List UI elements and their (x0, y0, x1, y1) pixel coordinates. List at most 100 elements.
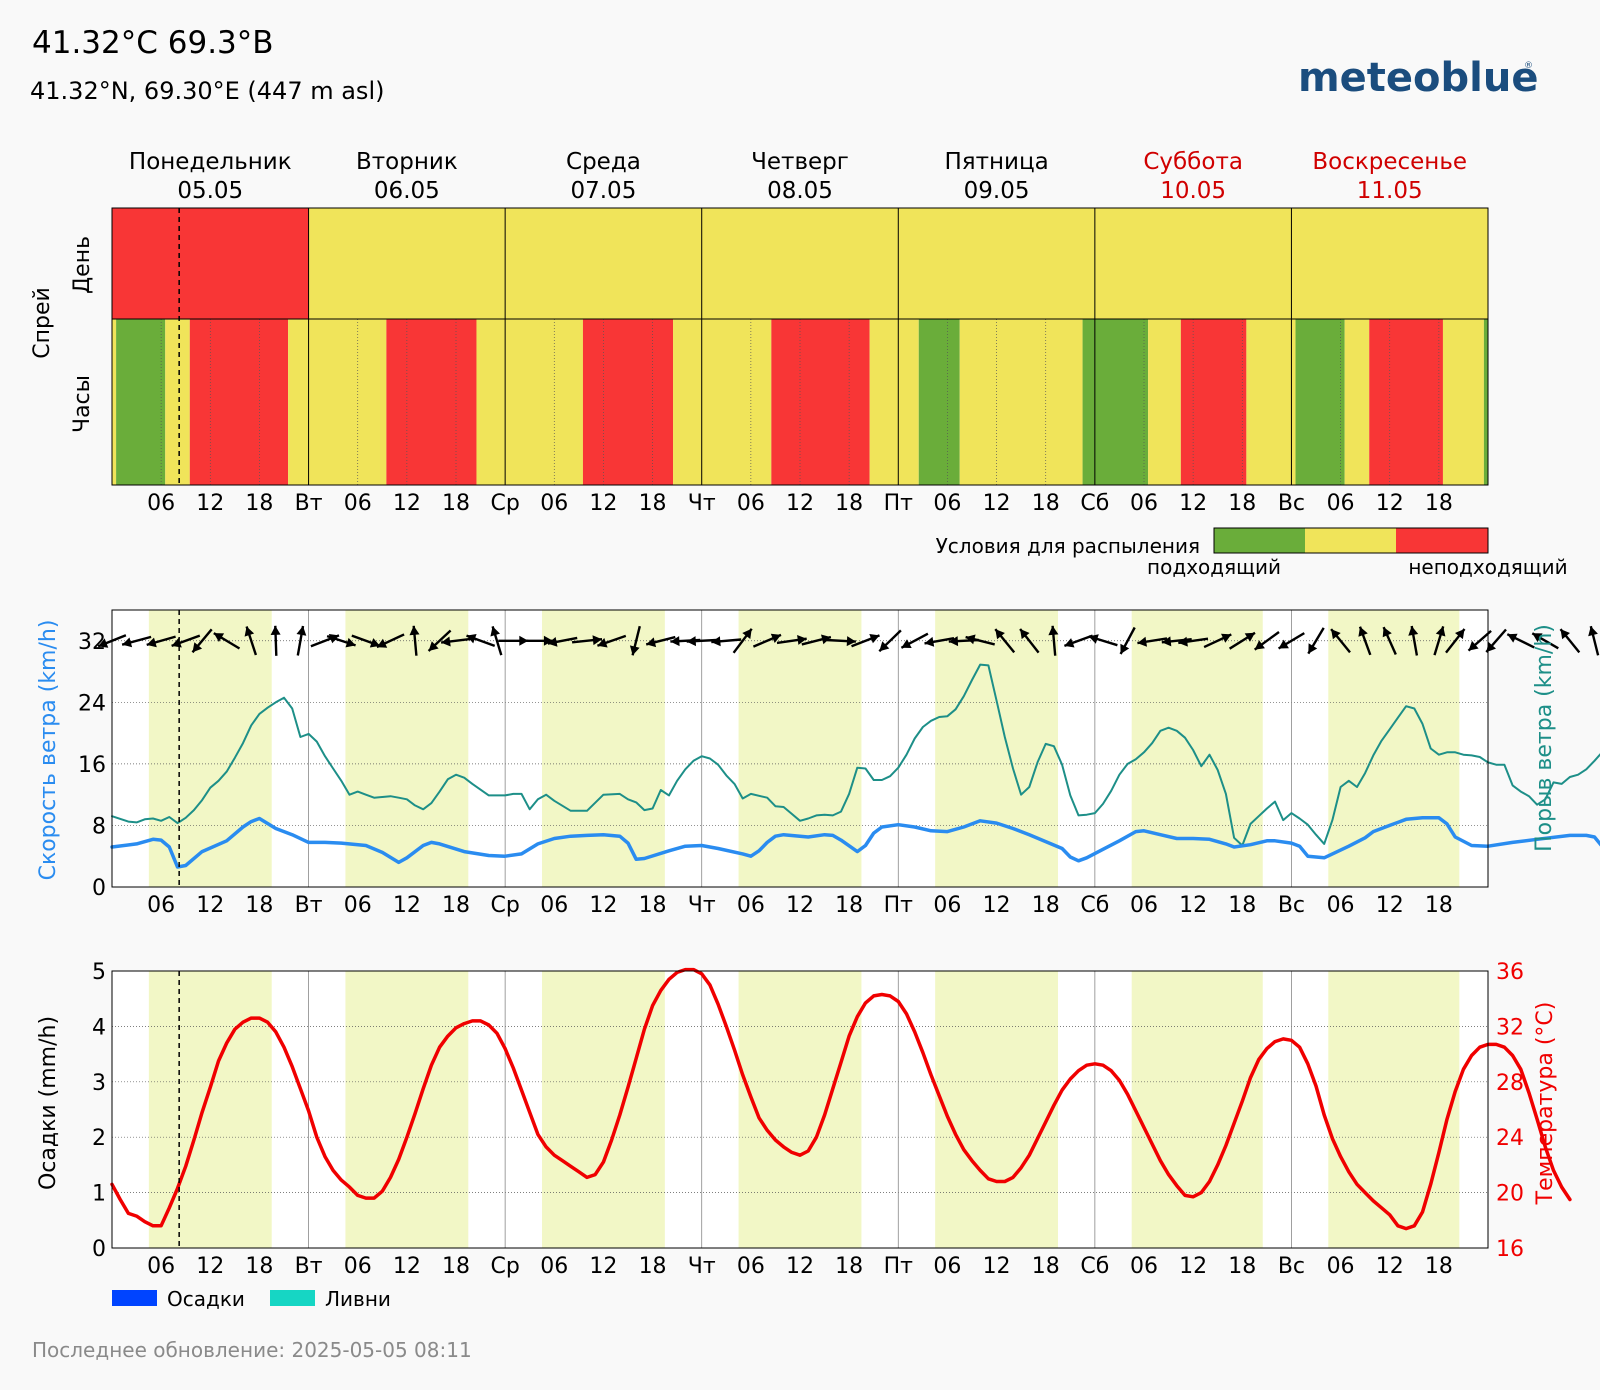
spray-hour-segment (1344, 319, 1370, 485)
wind-panel: 0 8 16 24 32 06 12 18 Вт 06 12 18 Ср 06 12 18 Чт 06 12 18 Пт… (78, 609, 1600, 918)
y-tick-label: 0 (92, 876, 106, 901)
x-tick-day-2: Ср (490, 1254, 519, 1279)
y-tick-label: 24 (78, 691, 106, 716)
spray-hour-segment (1082, 319, 1149, 485)
wind-arrow-head (995, 629, 1005, 640)
spray-hour-segment (165, 319, 190, 485)
x-tick-hour: 12 (1179, 1254, 1207, 1279)
wind-direction-arrow (900, 632, 929, 649)
x-tick-hour: 12 (196, 491, 224, 516)
x-tick-hour: 18 (1425, 491, 1453, 516)
wind-direction-arrow (1253, 631, 1280, 651)
wind-arrow-head (296, 626, 307, 636)
day-header-date: 08.05 (767, 178, 833, 204)
spray-hour-row-label: Часы (70, 375, 95, 433)
x-tick-day-6: Вс (1278, 893, 1305, 918)
wind-direction-arrow (244, 626, 258, 656)
day-header-date: 10.05 (1160, 178, 1226, 204)
x-tick-day-4: Пт (884, 1254, 914, 1279)
y-right-tick-label: 28 (1496, 1071, 1524, 1096)
wind-arrow-head (1455, 629, 1465, 640)
day-header-name: Воскресенье (1312, 149, 1467, 175)
wind-direction-arrow (427, 629, 452, 652)
wind-direction-arrow (965, 634, 995, 646)
wind-direction-arrow (1445, 628, 1466, 654)
spray-legend-frame (1213, 527, 1489, 554)
wind-arrow-head (1278, 639, 1289, 649)
x-tick-day-2: Ср (490, 491, 519, 516)
wind-direction-arrow (1531, 632, 1559, 650)
wind-direction-arrow (326, 634, 356, 648)
wind-direction-arrow (1178, 636, 1209, 647)
wind-direction-arrow (270, 625, 281, 656)
wind-arrow-head (1020, 629, 1030, 640)
wind-direction-arrow (994, 628, 1016, 654)
legend-showers-label: Ливни (325, 1287, 391, 1311)
wind-arrow-head (1178, 636, 1188, 647)
wind-direction-arrow (1588, 625, 1600, 656)
wind-arrow-head (490, 626, 500, 637)
wind-direction-arrow (1307, 627, 1325, 655)
spray-hour-segment (869, 319, 919, 485)
wind-direction-arrow (1382, 626, 1397, 655)
wind-arrow-head (711, 636, 721, 647)
wind-arrow-head (597, 638, 608, 648)
wind-direction-arrow (1559, 628, 1581, 654)
x-tick-hour: 18 (245, 893, 273, 918)
wind-direction-arrow (547, 636, 578, 647)
wind-arrow-head (376, 638, 388, 648)
wind-direction-arrow (645, 635, 676, 648)
wind-arrow-head (441, 636, 451, 647)
x-tick-day-6: Вс (1278, 491, 1305, 516)
daylight-band (1131, 971, 1263, 1248)
x-tick-hour: 12 (589, 491, 617, 516)
x-tick-hour: 06 (737, 893, 765, 918)
x-tick-hour: 06 (344, 1254, 372, 1279)
spray-hour-segment (771, 319, 870, 485)
x-tick-hour: 06 (1327, 491, 1355, 516)
wind-arrow-head (670, 636, 680, 647)
wind-direction-arrow (1063, 634, 1094, 648)
x-tick-day-5: Сб (1080, 491, 1109, 516)
x-tick-hour: 12 (983, 893, 1011, 918)
wind-arrow-head (409, 625, 420, 636)
wind-arrow-head (244, 626, 255, 637)
wind-direction-arrow (878, 629, 902, 653)
x-tick-day-3: Чт (688, 893, 716, 918)
wind-direction-arrow (466, 634, 496, 648)
wind-arrow-head (1507, 633, 1518, 643)
spray-legend-high-label: неподходящий (1408, 555, 1567, 579)
wind-direction-arrow (171, 634, 201, 648)
wind-arrow-head (901, 639, 912, 648)
wind-direction-arrow (522, 635, 553, 646)
x-tick-hour: 18 (1228, 893, 1256, 918)
wind-direction-arrow (490, 626, 503, 656)
wind-direction-arrow (1088, 634, 1118, 647)
wind-speed-line (110, 816, 1600, 869)
temperature-axis-label: Температура (°C) (1533, 1002, 1558, 1206)
wind-gust-axis-label: Порыв ветра (km/h) (1532, 624, 1557, 852)
spray-hour-segment (386, 319, 477, 485)
y-right-tick-label: 16 (1496, 1237, 1524, 1262)
x-tick-hour: 18 (1425, 1254, 1453, 1279)
spray-hour-segment (1369, 319, 1443, 485)
x-tick-hour: 18 (1228, 1254, 1256, 1279)
y-right-tick-label: 20 (1496, 1182, 1524, 1207)
x-tick-hour: 18 (639, 893, 667, 918)
x-tick-hour: 06 (933, 893, 961, 918)
daylight-band (1328, 610, 1460, 887)
wind-direction-arrow (752, 633, 782, 648)
x-tick-hour: 06 (737, 1254, 765, 1279)
wind-arrow-head (369, 638, 380, 648)
spray-hour-segment (116, 319, 166, 485)
wind-direction-arrow (686, 636, 717, 647)
wind-arrow-head (797, 635, 807, 645)
wind-arrow-head (1358, 626, 1368, 637)
spray-legend-bad-swatch (1396, 528, 1488, 553)
location-subtitle: 41.32°N, 69.30°E (447 m asl) (30, 77, 384, 105)
wind-arrow-head (171, 638, 182, 648)
x-tick-hour: 18 (1032, 1254, 1060, 1279)
wind-direction-arrow (1019, 628, 1040, 654)
wind-direction-arrow (440, 636, 472, 647)
wind-arrow-head (846, 636, 856, 647)
